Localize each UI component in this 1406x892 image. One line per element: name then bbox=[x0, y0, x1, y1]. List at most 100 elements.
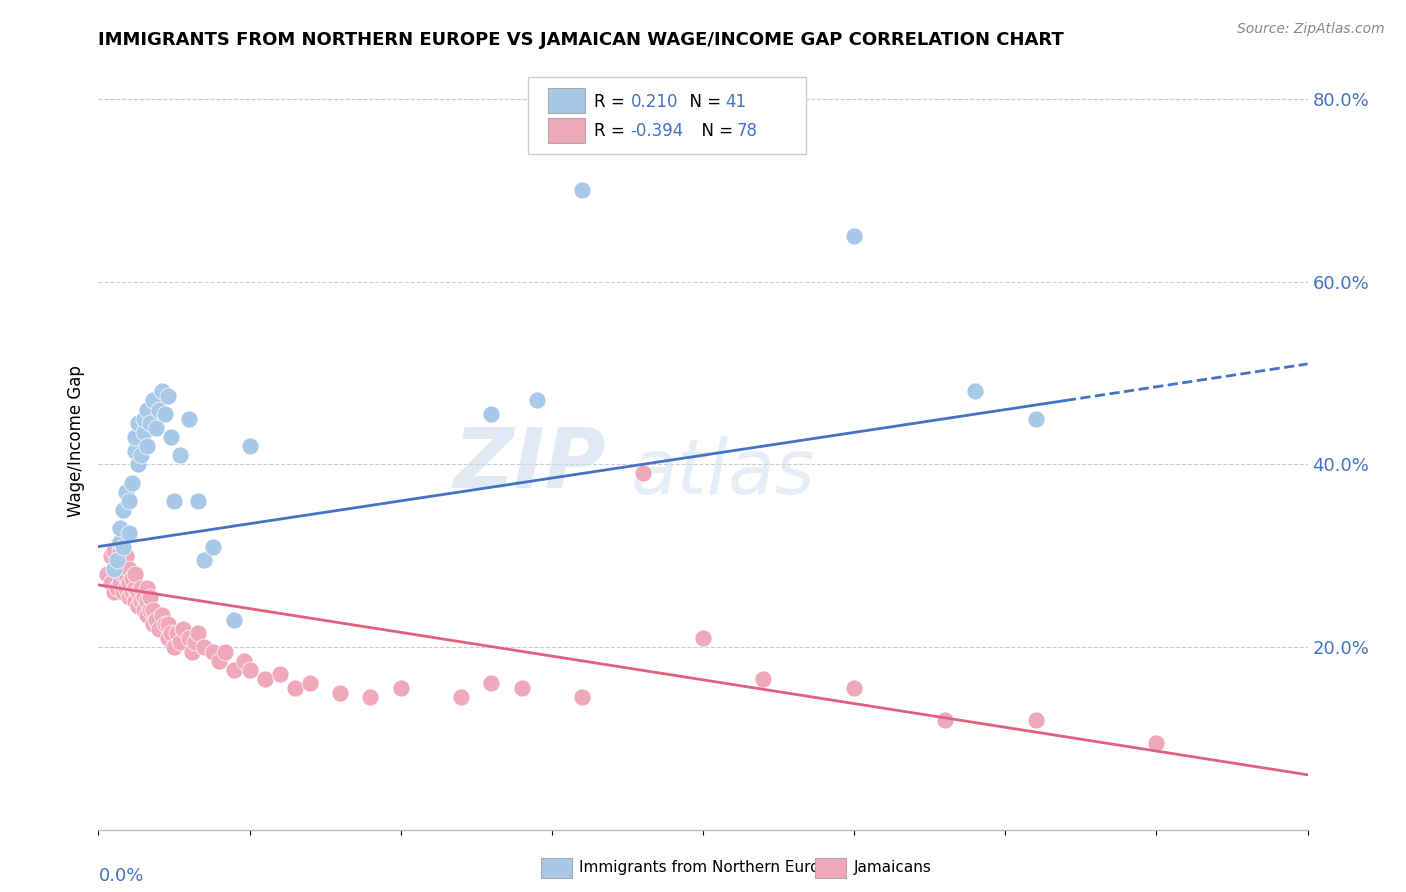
Point bbox=[172, 622, 194, 636]
Point bbox=[179, 631, 201, 645]
Point bbox=[571, 184, 593, 198]
Point bbox=[129, 594, 152, 608]
Point bbox=[193, 640, 215, 654]
Point bbox=[692, 631, 714, 645]
Point bbox=[481, 407, 503, 421]
Point bbox=[127, 458, 149, 472]
Point bbox=[135, 594, 157, 608]
Point bbox=[214, 644, 236, 658]
Text: 0.0%: 0.0% bbox=[98, 867, 143, 885]
Point bbox=[129, 581, 152, 595]
Point bbox=[153, 617, 176, 632]
Point bbox=[148, 402, 170, 417]
Point bbox=[121, 475, 143, 490]
Point bbox=[481, 676, 503, 690]
Point bbox=[135, 607, 157, 622]
Point bbox=[169, 635, 191, 649]
Point bbox=[202, 644, 225, 658]
Text: 78: 78 bbox=[737, 122, 758, 140]
Y-axis label: Wage/Income Gap: Wage/Income Gap bbox=[66, 366, 84, 517]
Point bbox=[114, 566, 136, 581]
Point bbox=[118, 576, 141, 591]
Point bbox=[132, 411, 155, 425]
Text: ZIP: ZIP bbox=[454, 425, 606, 506]
Text: IMMIGRANTS FROM NORTHERN EUROPE VS JAMAICAN WAGE/INCOME GAP CORRELATION CHART: IMMIGRANTS FROM NORTHERN EUROPE VS JAMAI… bbox=[98, 31, 1064, 49]
Point bbox=[100, 576, 122, 591]
Point bbox=[184, 635, 207, 649]
Point bbox=[208, 654, 231, 668]
Point bbox=[239, 439, 262, 453]
Point bbox=[103, 544, 125, 558]
Text: atlas: atlas bbox=[630, 435, 815, 509]
Point bbox=[844, 229, 866, 244]
Text: R =: R = bbox=[595, 93, 630, 111]
Point bbox=[135, 402, 157, 417]
Point bbox=[389, 681, 412, 695]
Point bbox=[224, 663, 246, 677]
Point bbox=[631, 467, 654, 481]
Point bbox=[181, 644, 204, 658]
Point bbox=[284, 681, 307, 695]
Point bbox=[232, 654, 254, 668]
Point bbox=[1144, 736, 1167, 750]
Point bbox=[163, 494, 186, 508]
Point bbox=[160, 430, 183, 444]
Point bbox=[187, 626, 209, 640]
Point bbox=[139, 603, 162, 617]
Point bbox=[187, 494, 209, 508]
Point bbox=[121, 585, 143, 599]
Point bbox=[103, 585, 125, 599]
Point bbox=[124, 566, 146, 581]
Point bbox=[127, 599, 149, 613]
Point bbox=[129, 448, 152, 462]
Point bbox=[202, 540, 225, 554]
Point bbox=[965, 384, 987, 399]
Point bbox=[571, 690, 593, 705]
Point bbox=[299, 676, 322, 690]
Point bbox=[142, 393, 165, 408]
Point bbox=[156, 389, 179, 403]
Point bbox=[153, 407, 176, 421]
Text: Immigrants from Northern Europe: Immigrants from Northern Europe bbox=[579, 860, 839, 874]
Point bbox=[127, 417, 149, 431]
Point bbox=[1024, 713, 1046, 727]
Point bbox=[239, 663, 262, 677]
Point bbox=[108, 562, 131, 576]
Point bbox=[145, 421, 167, 435]
Point bbox=[114, 581, 136, 595]
Point bbox=[166, 626, 188, 640]
Point bbox=[526, 393, 548, 408]
Point bbox=[100, 549, 122, 563]
Text: 0.210: 0.210 bbox=[630, 93, 678, 111]
Point bbox=[118, 494, 141, 508]
Point bbox=[118, 562, 141, 576]
Point bbox=[139, 417, 162, 431]
Point bbox=[150, 607, 173, 622]
Point bbox=[124, 581, 146, 595]
Point bbox=[127, 585, 149, 599]
Point bbox=[105, 558, 128, 572]
Point bbox=[132, 590, 155, 604]
Point bbox=[253, 672, 276, 686]
Point bbox=[224, 613, 246, 627]
Point bbox=[124, 594, 146, 608]
Point bbox=[111, 585, 134, 599]
Point bbox=[111, 503, 134, 517]
Point bbox=[150, 384, 173, 399]
Point bbox=[163, 640, 186, 654]
Point bbox=[121, 572, 143, 586]
Text: -0.394: -0.394 bbox=[630, 122, 683, 140]
Point bbox=[111, 566, 134, 581]
Point bbox=[934, 713, 956, 727]
Point bbox=[139, 590, 162, 604]
Point bbox=[111, 553, 134, 567]
Point bbox=[114, 484, 136, 499]
Point bbox=[114, 549, 136, 563]
Point bbox=[193, 553, 215, 567]
Point bbox=[135, 439, 157, 453]
Point bbox=[132, 603, 155, 617]
Point bbox=[148, 622, 170, 636]
FancyBboxPatch shape bbox=[548, 88, 585, 113]
Point bbox=[124, 430, 146, 444]
Point bbox=[169, 448, 191, 462]
